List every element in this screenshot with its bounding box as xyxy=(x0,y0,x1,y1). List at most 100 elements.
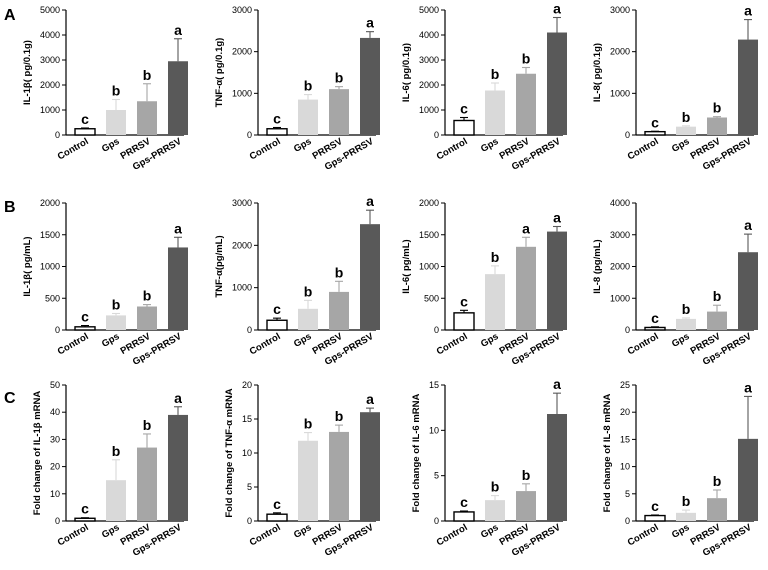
bar-gps-prrsv xyxy=(168,61,188,135)
significance-letter: c xyxy=(81,309,89,325)
y-tick-label: 5 xyxy=(625,489,630,499)
significance-letter: a xyxy=(366,15,374,31)
category-label: Control xyxy=(626,522,661,548)
y-tick-label: 2000 xyxy=(610,47,630,57)
category-label: Control xyxy=(56,522,91,548)
y-tick-label: 0 xyxy=(247,325,252,335)
y-tick-label: 2000 xyxy=(419,198,439,208)
y-tick-label: 4000 xyxy=(419,30,439,40)
y-axis-label: Fold change of IL-8 mRNA xyxy=(602,393,613,512)
bar-control xyxy=(266,513,288,522)
significance-letter: a xyxy=(553,376,561,392)
significance-letter: a xyxy=(174,220,182,236)
y-tick-label: 1000 xyxy=(419,105,439,115)
category-label: Control xyxy=(435,136,470,162)
bar-control xyxy=(74,517,96,522)
y-tick-label: 1000 xyxy=(40,105,60,115)
y-axis-label: Fold change of TNF-α mRNA xyxy=(224,388,235,517)
significance-letter: a xyxy=(553,1,561,17)
bar-prrsv xyxy=(516,73,536,135)
y-tick-label: 3000 xyxy=(419,55,439,65)
category-label: Control xyxy=(248,522,283,548)
y-tick-label: 3000 xyxy=(610,5,630,15)
y-axis-label: IL-6( pg/mL) xyxy=(401,239,412,293)
significance-letter: c xyxy=(651,498,659,514)
y-axis-label: IL-6( pg/0.1g) xyxy=(401,43,412,102)
bar-prrsv xyxy=(137,101,157,135)
category-label: Control xyxy=(626,331,661,357)
y-axis-label: TNF-α( pg/0.1g) xyxy=(214,38,225,108)
significance-letter: c xyxy=(273,496,281,512)
y-tick-label: 50 xyxy=(50,380,60,390)
bar-gps-prrsv xyxy=(547,32,567,135)
significance-letter: c xyxy=(81,111,89,127)
significance-letter: b xyxy=(682,301,691,317)
bar-prrsv xyxy=(329,89,349,135)
y-tick-label: 0 xyxy=(55,130,60,140)
significance-letter: b xyxy=(112,296,121,312)
significance-letter: b xyxy=(143,417,152,433)
significance-letter: a xyxy=(174,22,182,38)
y-tick-label: 15 xyxy=(242,414,252,424)
significance-letter: b xyxy=(522,51,531,67)
y-tick-label: 0 xyxy=(247,130,252,140)
y-tick-label: 25 xyxy=(620,380,630,390)
y-tick-label: 3000 xyxy=(232,5,252,15)
significance-letter: a xyxy=(744,379,752,395)
significance-letter: a xyxy=(553,209,561,225)
category-label: Control xyxy=(626,136,661,162)
significance-letter: c xyxy=(651,114,659,130)
significance-letter: b xyxy=(713,100,722,116)
bar-prrsv xyxy=(516,246,536,330)
significance-letter: c xyxy=(651,310,659,326)
category-label: Control xyxy=(56,331,91,357)
bar-gps-prrsv xyxy=(547,231,567,330)
bar-gps-prrsv xyxy=(360,224,380,330)
y-axis-label: IL-8 (pg/mL) xyxy=(592,239,603,293)
category-label: Control xyxy=(435,331,470,357)
bar-control xyxy=(74,326,96,331)
significance-letter: a xyxy=(744,217,752,233)
bar-prrsv xyxy=(137,447,157,521)
chart-3: 0 1000 2000 3000 4000 5000 IL-6( pg/0.1g) c Cont… xyxy=(401,1,567,173)
y-tick-label: 500 xyxy=(45,293,60,303)
bar-gps-prrsv xyxy=(547,414,567,521)
y-axis-label: TNF-α(pg/mL) xyxy=(214,235,225,297)
y-tick-label: 1000 xyxy=(419,262,439,272)
y-tick-label: 0 xyxy=(55,325,60,335)
y-axis-label: Fold change of IL-1β mRNA xyxy=(32,391,43,516)
bar-control xyxy=(644,130,666,136)
bar-gps-prrsv xyxy=(168,247,188,330)
bar-prrsv xyxy=(137,306,157,330)
significance-letter: a xyxy=(744,3,752,19)
y-tick-label: 3000 xyxy=(610,230,630,240)
bar-gps xyxy=(298,440,318,521)
significance-letter: b xyxy=(713,288,722,304)
significance-letter: b xyxy=(491,249,500,265)
y-tick-label: 0 xyxy=(434,516,439,526)
bar-control xyxy=(453,511,475,522)
y-tick-label: 0 xyxy=(434,130,439,140)
bar-control xyxy=(453,119,475,136)
bar-prrsv xyxy=(707,117,727,135)
y-tick-label: 0 xyxy=(55,516,60,526)
chart-9: 0 10 20 30 40 50 Fold change of IL-1β mRNA c Con… xyxy=(32,380,188,559)
bar-prrsv xyxy=(707,498,727,521)
y-axis-label: IL-1β( pg/0.1g) xyxy=(22,40,33,105)
y-tick-label: 20 xyxy=(620,407,630,417)
y-tick-label: 1500 xyxy=(419,230,439,240)
bar-control xyxy=(644,514,666,522)
significance-letter: b xyxy=(304,78,313,94)
significance-letter: c xyxy=(460,293,468,309)
y-tick-label: 30 xyxy=(50,434,60,444)
significance-letter: b xyxy=(335,264,344,280)
significance-letter: a xyxy=(366,193,374,209)
significance-letter: a xyxy=(366,391,374,407)
significance-letter: b xyxy=(143,67,152,83)
y-tick-label: 2000 xyxy=(40,198,60,208)
y-tick-label: 2000 xyxy=(419,80,439,90)
